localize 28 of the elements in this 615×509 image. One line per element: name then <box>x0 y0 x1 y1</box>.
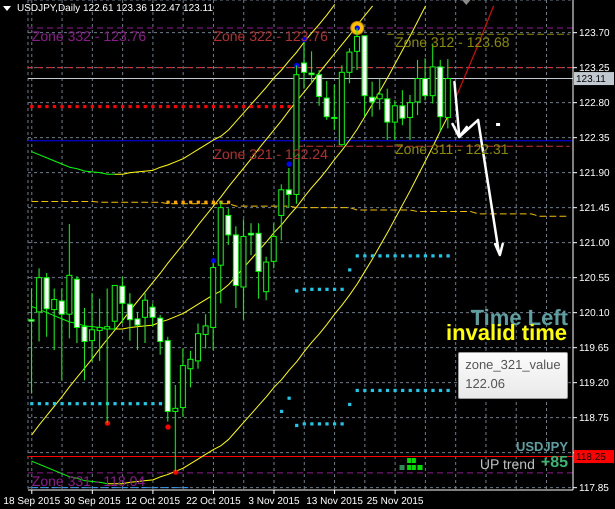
annotation: UP trend <box>480 456 535 472</box>
x-tick-label: 12 Oct 2015 <box>126 496 181 507</box>
x-tick-label: 25 Nov 2015 <box>366 496 424 507</box>
y-tick-label: 122.35 <box>579 133 610 144</box>
y-tick-label: 121.00 <box>579 238 610 250</box>
annotation: Zone 332 - 123.76 <box>32 28 146 44</box>
x-tick-label: 3 Nov 2015 <box>248 496 300 507</box>
y-tick-label: 120.55 <box>579 273 610 284</box>
y-tick-label: 121.90 <box>579 168 610 180</box>
annotation: +85 <box>540 454 568 471</box>
x-tick-label: 22 Oct 2015 <box>186 496 242 507</box>
y-tick-label: 119.65 <box>579 343 610 354</box>
chart-title: USDJPY,Daily 122.61 123.36 122.47 123.11 <box>17 3 213 15</box>
tooltip-box: zone_321_value 122.06 <box>458 352 568 399</box>
y-tick-label: 121.45 <box>579 203 610 214</box>
x-tick-label: 30 Sep 2015 <box>64 496 122 507</box>
y-tick-label: 120.10 <box>579 308 610 320</box>
y-tick-label: 119.20 <box>579 378 610 390</box>
x-tick-label: 18 Sep 2015 <box>3 496 61 507</box>
y-tick-label: 123.25 <box>579 63 610 74</box>
ref-line-label: 123.11 <box>576 74 606 86</box>
y-tick-label: 118.75 <box>579 413 610 424</box>
y-tick-label: 117.85 <box>579 483 610 494</box>
annotation: USDJPY <box>516 439 568 454</box>
ref-line-label: 118.25 <box>576 452 606 464</box>
x-tick-label: 13 Nov 2015 <box>306 496 364 507</box>
y-tick-label: 123.70 <box>579 28 610 40</box>
y-tick-label: 122.80 <box>579 98 610 110</box>
